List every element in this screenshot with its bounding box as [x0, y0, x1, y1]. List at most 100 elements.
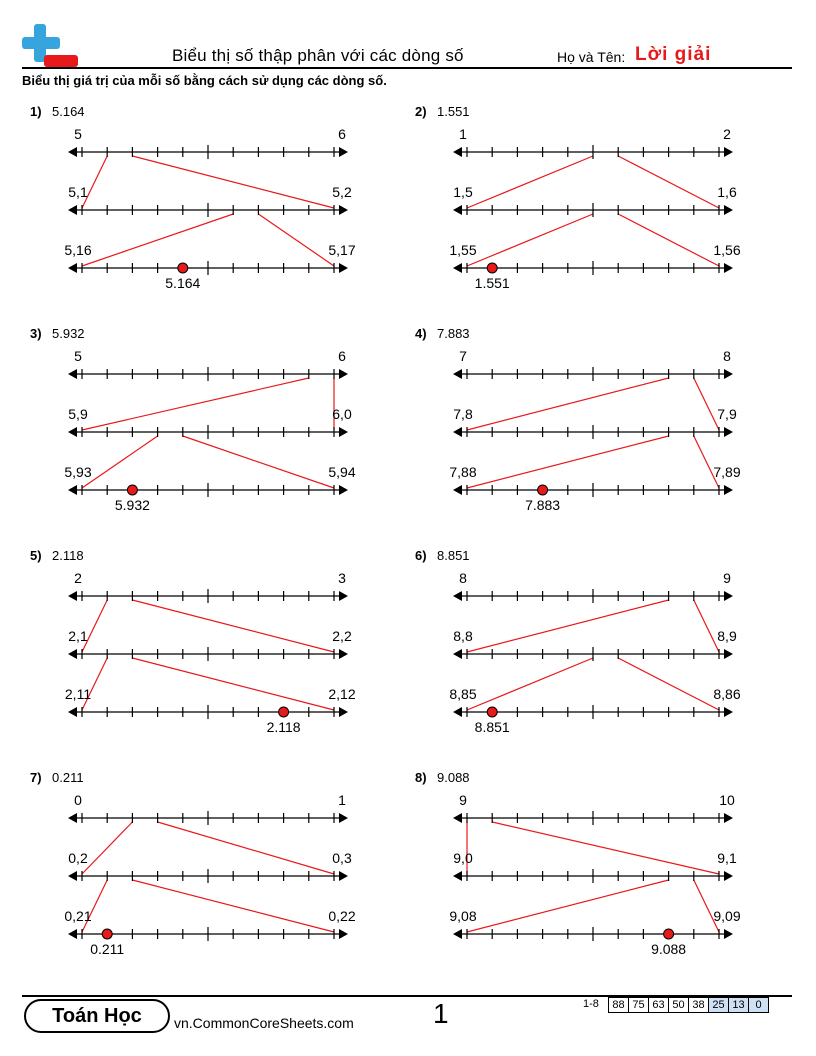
line-start-label: 8,85 [449, 686, 476, 702]
header-divider [22, 67, 792, 69]
problem: 4) 7.883 7 8 7,8 7,9 7,88 7,89 7.883 [415, 326, 741, 513]
problem-value: 2.118 [52, 548, 84, 563]
line-end-label: 3 [338, 570, 346, 586]
answer-point [177, 262, 189, 274]
right-arrow-icon [339, 485, 348, 495]
line-start-label: 1,55 [449, 242, 476, 258]
right-arrow-icon [339, 707, 348, 717]
problem-number: 6) [415, 548, 427, 563]
line-start-label: 5,1 [68, 184, 88, 200]
name-value: Lời giải [635, 44, 712, 65]
score-cell: 50 [668, 997, 689, 1013]
problem-number: 7) [30, 770, 42, 785]
line-end-label: 8,9 [717, 628, 737, 644]
left-arrow-icon [453, 649, 462, 659]
left-arrow-icon [453, 813, 462, 823]
brand-badge: Toán Học [24, 999, 170, 1033]
line-start-label: 0,21 [64, 908, 91, 924]
problem-number: 4) [415, 326, 427, 341]
right-arrow-icon [339, 871, 348, 881]
line-start-label: 2 [74, 570, 82, 586]
line-start-label: 5,93 [64, 464, 91, 480]
answer-point [663, 928, 675, 940]
zoom-guide-left [81, 879, 108, 933]
zoom-guide-right [693, 377, 720, 431]
right-arrow-icon [724, 871, 733, 881]
left-arrow-icon [68, 929, 77, 939]
line-start-label: 0,2 [68, 850, 88, 866]
line-end-label: 6,0 [332, 406, 352, 422]
right-arrow-icon [339, 813, 348, 823]
line-start-label: 8,8 [453, 628, 473, 644]
answer-label: 5.164 [165, 275, 200, 291]
zoom-guide-left [466, 657, 594, 711]
answer-point [486, 262, 498, 274]
left-arrow-icon [453, 871, 462, 881]
line-start-label: 5,9 [68, 406, 88, 422]
line-start-label: 5,16 [64, 242, 91, 258]
score-cell: 75 [628, 997, 649, 1013]
right-arrow-icon [724, 485, 733, 495]
left-arrow-icon [453, 263, 462, 273]
left-arrow-icon [68, 427, 77, 437]
line-start-label: 2,1 [68, 628, 88, 644]
left-arrow-icon [68, 263, 77, 273]
answer-label: 7.883 [525, 497, 560, 513]
line-end-label: 2,12 [328, 686, 355, 702]
left-arrow-icon [453, 369, 462, 379]
zoom-guide-right [617, 213, 720, 267]
line-end-label: 9 [723, 570, 731, 586]
zoom-guide-right [132, 657, 335, 711]
line-start-label: 7,8 [453, 406, 473, 422]
zoom-guide-left [466, 879, 669, 933]
zoom-guide-left [466, 435, 669, 489]
score-cell: 88 [608, 997, 629, 1013]
zoom-guide-left [81, 657, 108, 711]
line-end-label: 1,56 [713, 242, 740, 258]
right-arrow-icon [724, 929, 733, 939]
right-arrow-icon [339, 369, 348, 379]
zoom-guide-left [466, 213, 594, 267]
zoom-guide-right [492, 821, 720, 875]
right-arrow-icon [724, 263, 733, 273]
footer-divider [22, 995, 792, 997]
line-end-label: 8 [723, 348, 731, 364]
zoom-guide-left [81, 599, 108, 653]
right-arrow-icon [339, 205, 348, 215]
line-start-label: 5 [74, 126, 82, 142]
zoom-guide-right [157, 821, 335, 875]
left-arrow-icon [68, 485, 77, 495]
line-start-label: 7 [459, 348, 467, 364]
line-end-label: 9,09 [713, 908, 740, 924]
problem-value: 5.932 [52, 326, 85, 341]
score-cell: 25 [708, 997, 729, 1013]
problem: 6) 8.851 8 9 8,8 8,9 8,85 8,86 8.851 [415, 548, 741, 735]
instructions: Biểu thị giá trị của mỗi số bằng cách sử… [22, 73, 387, 88]
problem: 7) 0.211 0 1 0,2 0,3 0,21 0,22 0.211 [30, 770, 356, 957]
problem: 3) 5.932 5 6 5,9 6,0 5,93 5,94 5.932 [30, 326, 356, 513]
zoom-guide-right [132, 155, 335, 209]
line-start-label: 7,88 [449, 464, 476, 480]
zoom-guide-right [258, 213, 335, 267]
answer-point [101, 928, 113, 940]
left-arrow-icon [453, 485, 462, 495]
right-arrow-icon [339, 591, 348, 601]
left-arrow-icon [68, 205, 77, 215]
left-arrow-icon [453, 427, 462, 437]
problem: 1) 5.164 5 6 5,1 5,2 5,16 5,17 5.164 [30, 104, 356, 291]
zoom-guide-right [617, 155, 720, 209]
line-end-label: 2 [723, 126, 731, 142]
answer-point [537, 484, 549, 496]
line-end-label: 5,94 [328, 464, 355, 480]
problem-number: 1) [30, 104, 42, 119]
left-arrow-icon [68, 813, 77, 823]
logo-icon [22, 24, 78, 67]
zoom-guide-left [466, 377, 669, 431]
right-arrow-icon [724, 649, 733, 659]
line-start-label: 0 [74, 792, 82, 808]
zoom-guide-left [81, 821, 133, 875]
line-end-label: 9,1 [717, 850, 737, 866]
zoom-guide-right [693, 435, 720, 489]
zoom-guide-right [132, 599, 335, 653]
problem: 5) 2.118 2 3 2,1 2,2 2,11 2,12 2.118 [30, 548, 356, 735]
